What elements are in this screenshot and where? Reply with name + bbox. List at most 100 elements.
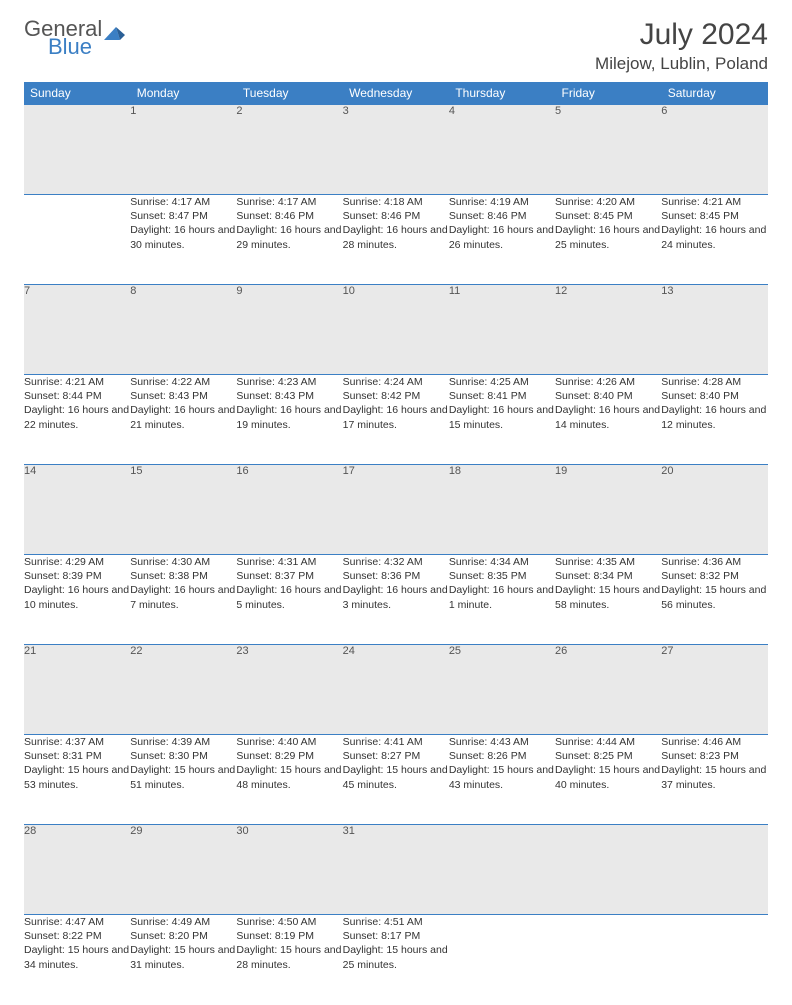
day-detail: Sunrise: 4:31 AMSunset: 8:37 PMDaylight:…	[236, 555, 342, 645]
daylight-line: Daylight: 16 hours and 3 minutes.	[343, 583, 449, 611]
sunrise-line: Sunrise: 4:18 AM	[343, 195, 449, 209]
sunset-line: Sunset: 8:30 PM	[130, 749, 236, 763]
daynum-row: 28293031	[24, 825, 768, 915]
daylight-line: Daylight: 15 hours and 34 minutes.	[24, 943, 130, 971]
detail-row: Sunrise: 4:21 AMSunset: 8:44 PMDaylight:…	[24, 375, 768, 465]
daynum-row: 21222324252627	[24, 645, 768, 735]
sunrise-line: Sunrise: 4:39 AM	[130, 735, 236, 749]
calendar-table: Sunday Monday Tuesday Wednesday Thursday…	[24, 82, 768, 1005]
day-detail: Sunrise: 4:49 AMSunset: 8:20 PMDaylight:…	[130, 915, 236, 1005]
sunset-line: Sunset: 8:47 PM	[130, 209, 236, 223]
day-detail: Sunrise: 4:26 AMSunset: 8:40 PMDaylight:…	[555, 375, 661, 465]
weekday-header-row: Sunday Monday Tuesday Wednesday Thursday…	[24, 82, 768, 105]
sunset-line: Sunset: 8:46 PM	[343, 209, 449, 223]
sunset-line: Sunset: 8:43 PM	[236, 389, 342, 403]
day-number: 18	[449, 465, 555, 555]
day-detail: Sunrise: 4:21 AMSunset: 8:44 PMDaylight:…	[24, 375, 130, 465]
day-detail: Sunrise: 4:22 AMSunset: 8:43 PMDaylight:…	[130, 375, 236, 465]
sunset-line: Sunset: 8:36 PM	[343, 569, 449, 583]
detail-row: Sunrise: 4:17 AMSunset: 8:47 PM Daylight:…	[24, 195, 768, 285]
day-number: 20	[661, 465, 767, 555]
day-detail: Sunrise: 4:30 AMSunset: 8:38 PMDaylight:…	[130, 555, 236, 645]
day-number: 2	[236, 105, 342, 195]
sunrise-line: Sunrise: 4:44 AM	[555, 735, 661, 749]
daynum-row: 78910111213	[24, 285, 768, 375]
day-detail: Sunrise: 4:19 AMSunset: 8:46 PMDaylight:…	[449, 195, 555, 285]
sunset-line: Sunset: 8:43 PM	[130, 389, 236, 403]
daylight-line: Daylight: 15 hours and 56 minutes.	[661, 583, 767, 611]
location: Milejow, Lublin, Poland	[595, 54, 768, 74]
day-detail: Sunrise: 4:34 AMSunset: 8:35 PMDaylight:…	[449, 555, 555, 645]
day-number: 3	[343, 105, 449, 195]
daylight-line: Daylight: 16 hours and 5 minutes.	[236, 583, 342, 611]
day-number	[661, 825, 767, 915]
day-detail: Sunrise: 4:17 AMSunset: 8:46 PMDaylight:…	[236, 195, 342, 285]
sunrise-line: Sunrise: 4:51 AM	[343, 915, 449, 929]
sunset-line: Sunset: 8:37 PM	[236, 569, 342, 583]
daynum-row: 123456	[24, 105, 768, 195]
day-number: 31	[343, 825, 449, 915]
sunrise-line: Sunrise: 4:43 AM	[449, 735, 555, 749]
day-number: 30	[236, 825, 342, 915]
sunset-line: Sunset: 8:34 PM	[555, 569, 661, 583]
sunset-line: Sunset: 8:42 PM	[343, 389, 449, 403]
sunrise-line: Sunrise: 4:20 AM	[555, 195, 661, 209]
day-number: 1	[130, 105, 236, 195]
day-detail: Sunrise: 4:18 AMSunset: 8:46 PMDaylight:…	[343, 195, 449, 285]
day-number: 26	[555, 645, 661, 735]
weekday-header: Tuesday	[236, 82, 342, 105]
day-number: 22	[130, 645, 236, 735]
daylight-line: Daylight: 15 hours and 31 minutes.	[130, 943, 236, 971]
detail-row: Sunrise: 4:37 AMSunset: 8:31 PMDaylight:…	[24, 735, 768, 825]
day-detail: Sunrise: 4:37 AMSunset: 8:31 PMDaylight:…	[24, 735, 130, 825]
sunrise-line: Sunrise: 4:36 AM	[661, 555, 767, 569]
day-detail: Sunrise: 4:17 AMSunset: 8:47 PMDaylight:…	[130, 195, 236, 285]
day-number: 12	[555, 285, 661, 375]
daynum-row: 14151617181920	[24, 465, 768, 555]
weekday-header: Friday	[555, 82, 661, 105]
day-number: 5	[555, 105, 661, 195]
sunrise-line: Sunrise: 4:40 AM	[236, 735, 342, 749]
daylight-line: Daylight: 16 hours and 21 minutes.	[130, 403, 236, 431]
sunset-line: Sunset: 8:19 PM	[236, 929, 342, 943]
sunrise-line: Sunrise: 4:28 AM	[661, 375, 767, 389]
sunrise-line: Sunrise: 4:23 AM	[236, 375, 342, 389]
sunrise-line: Sunrise: 4:26 AM	[555, 375, 661, 389]
daylight-line: Daylight: 16 hours and 14 minutes.	[555, 403, 661, 431]
daylight-line: Daylight: 16 hours and 1 minute.	[449, 583, 555, 611]
day-detail: Sunrise: 4:44 AMSunset: 8:25 PMDaylight:…	[555, 735, 661, 825]
sunset-line: Sunset: 8:40 PM	[661, 389, 767, 403]
sunrise-line: Sunrise: 4:41 AM	[343, 735, 449, 749]
weekday-header: Monday	[130, 82, 236, 105]
sunrise-line: Sunrise: 4:29 AM	[24, 555, 130, 569]
sunset-line: Sunset: 8:45 PM	[555, 209, 661, 223]
sunset-line: Sunset: 8:40 PM	[555, 389, 661, 403]
sunset-line: Sunset: 8:26 PM	[449, 749, 555, 763]
sunrise-line: Sunrise: 4:17 AM	[130, 195, 236, 209]
day-detail: Sunrise: 4:51 AMSunset: 8:17 PMDaylight:…	[343, 915, 449, 1005]
daylight-line: Daylight: 16 hours and 19 minutes.	[236, 403, 342, 431]
daylight-line: Daylight: 16 hours and 24 minutes.	[661, 223, 767, 251]
month-title: July 2024	[595, 18, 768, 52]
sunset-line: Sunset: 8:17 PM	[343, 929, 449, 943]
sunset-line: Sunset: 8:45 PM	[661, 209, 767, 223]
day-number	[24, 105, 130, 195]
daylight-line: Daylight: 16 hours and 22 minutes.	[24, 403, 130, 431]
sunrise-line: Sunrise: 4:25 AM	[449, 375, 555, 389]
daylight-line: Daylight: 16 hours and 17 minutes.	[343, 403, 449, 431]
sunset-line: Sunset: 8:38 PM	[130, 569, 236, 583]
day-detail: Sunrise: 4:21 AMSunset: 8:45 PMDaylight:…	[661, 195, 767, 285]
day-detail: Sunrise: 4:40 AMSunset: 8:29 PMDaylight:…	[236, 735, 342, 825]
sunrise-line: Sunrise: 4:22 AM	[130, 375, 236, 389]
day-number: 9	[236, 285, 342, 375]
detail-row: Sunrise: 4:47 AMSunset: 8:22 PMDaylight:…	[24, 915, 768, 1005]
sunrise-line: Sunrise: 4:30 AM	[130, 555, 236, 569]
day-number: 7	[24, 285, 130, 375]
day-number: 10	[343, 285, 449, 375]
title-block: July 2024 Milejow, Lublin, Poland	[595, 18, 768, 74]
sunset-line: Sunset: 8:46 PM	[449, 209, 555, 223]
sunset-line: Sunset: 8:44 PM	[24, 389, 130, 403]
daylight-line: Daylight: 16 hours and 10 minutes.	[24, 583, 130, 611]
day-detail	[24, 195, 130, 285]
day-number	[449, 825, 555, 915]
